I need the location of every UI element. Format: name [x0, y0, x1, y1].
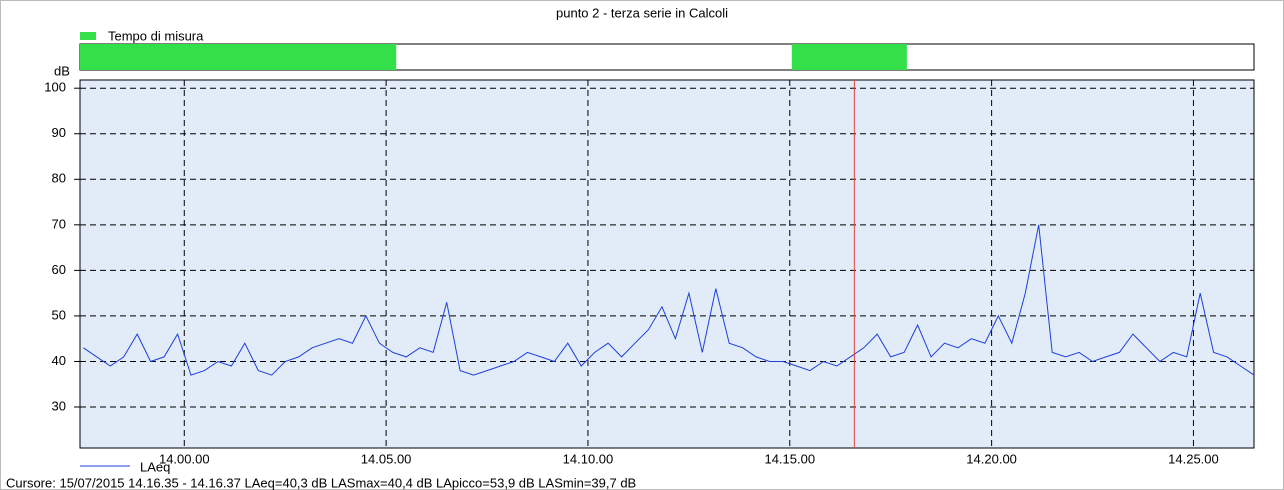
y-tick-label: 50 — [52, 307, 66, 322]
y-tick-label: 80 — [52, 171, 66, 186]
x-tick-label: 14.10.00 — [563, 451, 614, 466]
y-tick-label: 100 — [44, 80, 66, 95]
y-axis-label: dB — [54, 63, 70, 78]
y-tick-label: 90 — [52, 125, 66, 140]
measure-segment — [80, 44, 397, 70]
data-line — [83, 224, 1255, 376]
measure-segment — [791, 44, 907, 70]
x-tick-label: 14.15.00 — [764, 451, 815, 466]
x-tick-label: 14.20.00 — [966, 451, 1017, 466]
legend-label: LAeq — [140, 459, 170, 474]
status-text: Cursore: 15/07/2015 14.16.35 - 14.16.37 … — [6, 475, 636, 490]
y-tick-label: 30 — [52, 398, 66, 413]
y-tick-label: 40 — [52, 353, 66, 368]
chart-title: punto 2 - terza serie in Calcoli — [556, 5, 728, 20]
y-tick-label: 60 — [52, 262, 66, 277]
legend-label: Tempo di misura — [108, 28, 204, 43]
x-tick-label: 14.05.00 — [361, 451, 412, 466]
legend-swatch — [80, 32, 96, 40]
y-tick-label: 70 — [52, 216, 66, 231]
x-tick-label: 14.25.00 — [1168, 451, 1219, 466]
plot-area — [79, 79, 1255, 449]
x-tick-label: 14.00.00 — [159, 451, 210, 466]
